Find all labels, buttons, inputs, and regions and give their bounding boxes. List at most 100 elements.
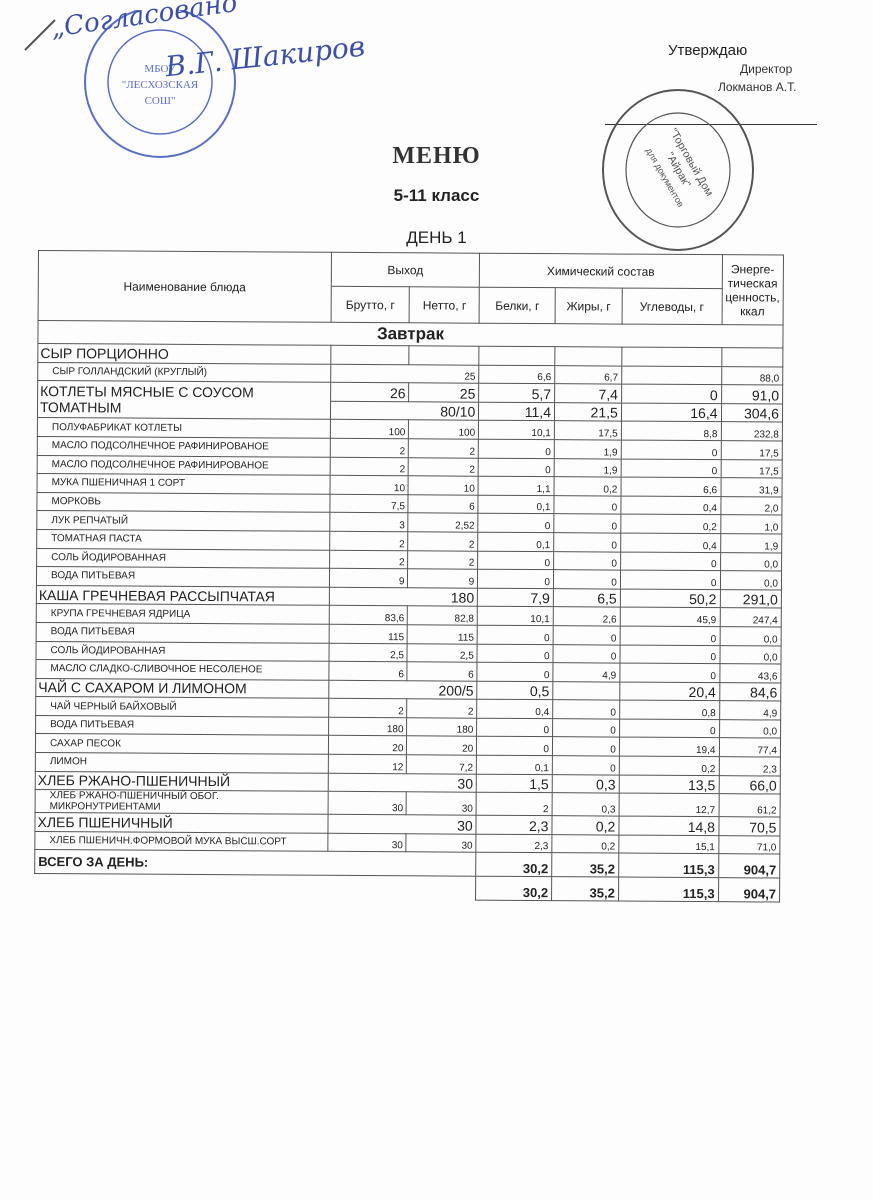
col-carb-header: Углеводы, г [621, 288, 722, 325]
protein-value: 5,7 [478, 383, 555, 403]
energy-value: 17,5 [720, 459, 783, 479]
energy-value: 66,0 [718, 775, 781, 795]
carb-value [621, 365, 722, 385]
protein-value: 0 [477, 550, 554, 570]
carb-value: 12,7 [618, 793, 719, 817]
grade-label: 5-11 класс [393, 186, 480, 205]
fat-value: 21,5 [554, 402, 622, 422]
carb-value: 0 [620, 570, 721, 590]
netto-value: 9 [407, 568, 478, 588]
protein-value: 1,5 [476, 773, 553, 793]
ingredient-name: МОРКОВЬ [36, 492, 330, 513]
svg-text:"ЛЕСХОЗСКАЯ: "ЛЕСХОЗСКАЯ [122, 79, 199, 91]
ingredient-name: МАСЛО СЛАДКО-СЛИВОЧНОЕ НЕСОЛЕНОЕ [35, 659, 329, 680]
carb-value [621, 347, 722, 367]
ingredient-name: ВОДА ПИТЬЕВАЯ [36, 566, 330, 588]
protein-value: 0 [477, 662, 553, 682]
ingredient-name: КРУПА ГРЕЧНЕВАЯ ЯДРИЦА [36, 603, 330, 625]
carb-value: 8,8 [621, 421, 721, 441]
fat-value: 0,2 [551, 815, 619, 835]
energy-value: 0,0 [719, 719, 781, 739]
energy-value: 1,0 [720, 515, 782, 534]
dish-name: ЧАЙ С САХАРОМ И ЛИМОНОМ [35, 678, 329, 699]
menu-table: Наименование блюда Выход Химический сост… [34, 250, 784, 903]
carb-value: 0,4 [620, 495, 721, 516]
netto-value: 10 [408, 475, 479, 495]
total2-energy: 904,7 [718, 878, 780, 903]
output-value: 30 [327, 772, 477, 793]
ingredient-name: ХЛЕБ ПШЕНИЧН.ФОРМОВОЙ МУКА ВЫСШ.СОРТ [34, 831, 328, 852]
col-fat-header: Жиры, г [555, 287, 623, 325]
protein-value: 0 [477, 625, 554, 645]
energy-value: 0,0 [719, 626, 782, 646]
protein-value: 2 [476, 792, 553, 816]
brutto-value: 30 [327, 791, 407, 816]
netto-value: 115 [407, 624, 478, 644]
energy-value: 43,6 [719, 663, 781, 683]
energy-value: 0,0 [719, 645, 782, 665]
fat-value [554, 346, 622, 366]
fat-value: 0 [553, 514, 621, 534]
brutto-value: 115 [328, 624, 408, 644]
energy-value: 1,9 [720, 533, 782, 553]
carb-value: 0 [620, 458, 721, 478]
total-protein: 30,2 [475, 852, 552, 878]
energy-value [721, 347, 783, 367]
protein-value: 0 [478, 439, 555, 459]
carb-value: 0,4 [620, 533, 721, 553]
energy-value: 88,0 [721, 366, 783, 386]
energy-value: 71,0 [718, 835, 780, 855]
fat-value: 0 [552, 644, 620, 664]
dish-name: ХЛЕБ ПШЕНИЧНЫЙ [34, 812, 328, 834]
approve-label: Утверждаю [668, 42, 748, 59]
netto-value: 100 [408, 420, 479, 440]
protein-value [479, 346, 555, 366]
carb-value: 0,8 [619, 700, 720, 720]
output-value: 80/10 [330, 401, 479, 421]
energy-value: 61,2 [718, 793, 781, 818]
output-value: 200/5 [328, 679, 478, 700]
output-value: 30 [327, 814, 477, 835]
output-value: 180 [329, 587, 478, 607]
total-fat: 35,2 [551, 853, 619, 878]
fat-value: 0 [552, 755, 620, 775]
fat-value: 6,7 [554, 365, 622, 385]
ingredient-name: ЛУК РЕПЧАТЫЙ [36, 510, 330, 532]
netto-value: 2 [408, 438, 479, 458]
fat-value: 2,6 [553, 606, 621, 626]
fat-value: 7,4 [554, 383, 622, 403]
energy-value: 304,6 [720, 403, 783, 423]
school-stamp: МБОУ "ЛЕСХОЗСКАЯ СОШ" [84, 10, 236, 158]
protein-value: 0,5 [477, 680, 553, 700]
ingredient-name: ХЛЕБ РЖАНО-ПШЕНИЧНЫЙ ОБОГ. МИКРОНУТРИЕНТ… [35, 789, 328, 815]
fat-value: 0,3 [552, 774, 620, 794]
netto-value [409, 345, 480, 365]
total-carb: 115,3 [618, 853, 719, 879]
protein-value: 0,1 [476, 755, 553, 775]
energy-value: 291,0 [719, 589, 782, 609]
signature-line [605, 124, 817, 125]
protein-value: 11,4 [478, 401, 555, 422]
netto-value: 6 [407, 661, 478, 681]
protein-value: 10,1 [478, 420, 555, 440]
brutto-value: 180 [328, 717, 408, 737]
netto-value: 2,5 [407, 643, 478, 663]
fat-value: 6,5 [553, 588, 621, 608]
carb-value: 0 [621, 384, 722, 404]
svg-text:МБОУ: МБОУ [144, 63, 175, 75]
fat-value: 0 [553, 495, 621, 515]
fat-value: 0 [553, 551, 621, 571]
brutto-value: 100 [330, 419, 409, 439]
ingredient-name: ЛИМОН [35, 752, 329, 773]
total-energy: 904,7 [718, 854, 780, 879]
col-protein-header: Белки, г [479, 287, 556, 324]
energy-value: 91,0 [721, 384, 783, 404]
carb-value: 14,8 [618, 816, 719, 836]
brutto-value: 6 [328, 661, 408, 681]
col-name-header: Наименование блюда [38, 250, 332, 323]
protein-value: 0 [478, 457, 555, 477]
netto-value: 2,52 [408, 513, 479, 533]
protein-value: 0 [478, 513, 554, 533]
fat-value: 0 [553, 625, 621, 645]
